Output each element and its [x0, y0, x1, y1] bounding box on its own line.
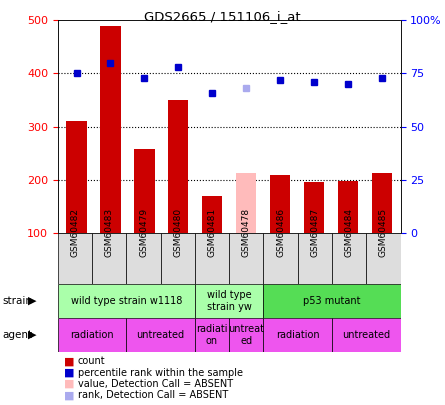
Bar — [126, 233, 161, 284]
Text: GSM60478: GSM60478 — [242, 208, 251, 257]
Bar — [58, 284, 195, 318]
Bar — [236, 173, 256, 233]
Text: GSM60487: GSM60487 — [310, 208, 320, 257]
Bar — [229, 233, 263, 284]
Text: percentile rank within the sample: percentile rank within the sample — [78, 368, 243, 378]
Text: p53 mutant: p53 mutant — [303, 296, 361, 306]
Text: value, Detection Call = ABSENT: value, Detection Call = ABSENT — [78, 379, 233, 389]
Text: strain: strain — [2, 296, 32, 306]
Bar — [195, 284, 263, 318]
Bar — [332, 318, 400, 352]
Bar — [332, 233, 366, 284]
Text: ■: ■ — [64, 390, 74, 401]
Text: ▶: ▶ — [28, 330, 37, 340]
Text: GSM60482: GSM60482 — [70, 208, 80, 257]
Bar — [126, 318, 195, 352]
Bar — [270, 175, 290, 233]
Text: GSM60481: GSM60481 — [207, 208, 217, 257]
Text: wild type
strain yw: wild type strain yw — [207, 290, 251, 311]
Text: wild type strain w1118: wild type strain w1118 — [71, 296, 182, 306]
Text: GSM60483: GSM60483 — [105, 208, 114, 257]
Bar — [195, 233, 229, 284]
Bar — [298, 233, 332, 284]
Bar — [202, 196, 222, 233]
Bar — [168, 100, 189, 233]
Bar — [161, 233, 195, 284]
Bar — [263, 233, 298, 284]
Text: GSM60485: GSM60485 — [379, 208, 388, 257]
Text: untreated: untreated — [137, 330, 185, 340]
Bar — [58, 318, 126, 352]
Bar — [100, 26, 121, 233]
Bar — [58, 233, 92, 284]
Bar — [134, 149, 154, 233]
Text: radiation: radiation — [70, 330, 114, 340]
Text: untreat
ed: untreat ed — [228, 324, 264, 346]
Text: radiati
on: radiati on — [196, 324, 228, 346]
Text: GDS2665 / 151106_i_at: GDS2665 / 151106_i_at — [144, 10, 301, 23]
Bar — [92, 233, 126, 284]
Text: GSM60480: GSM60480 — [173, 208, 182, 257]
Text: untreated: untreated — [342, 330, 390, 340]
Bar — [195, 318, 229, 352]
Bar — [66, 121, 87, 233]
Bar — [263, 284, 400, 318]
Text: count: count — [78, 356, 105, 367]
Bar — [263, 318, 332, 352]
Text: ▶: ▶ — [28, 296, 37, 306]
Text: GSM60479: GSM60479 — [139, 208, 148, 257]
Text: agent: agent — [2, 330, 32, 340]
Text: ■: ■ — [64, 379, 74, 389]
Text: GSM60484: GSM60484 — [344, 208, 354, 257]
Bar — [338, 181, 358, 233]
Bar — [229, 318, 263, 352]
Text: rank, Detection Call = ABSENT: rank, Detection Call = ABSENT — [78, 390, 228, 401]
Text: radiation: radiation — [276, 330, 320, 340]
Text: ■: ■ — [64, 368, 74, 378]
Text: GSM60486: GSM60486 — [276, 208, 285, 257]
Bar — [372, 173, 392, 233]
Bar — [366, 233, 400, 284]
Text: ■: ■ — [64, 356, 74, 367]
Bar — [304, 182, 324, 233]
